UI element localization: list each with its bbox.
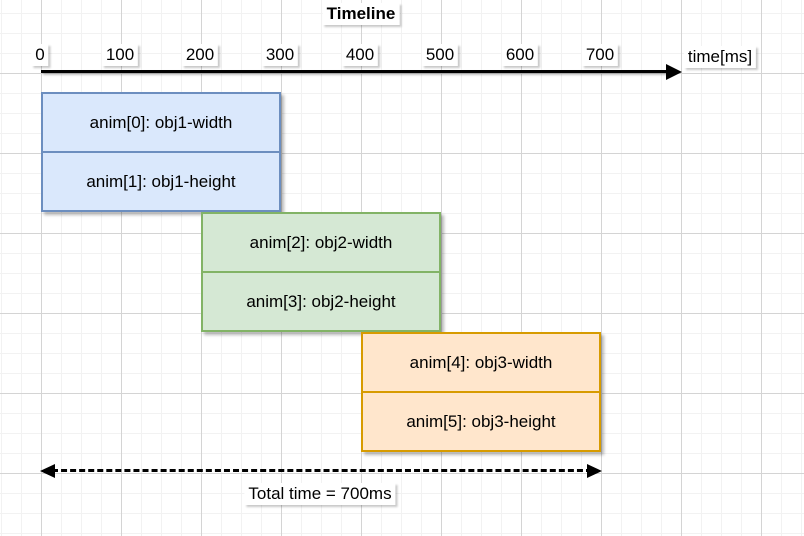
anim-group-obj2: anim[2]: obj2-width anim[3]: obj2-height [201, 212, 441, 332]
axis-unit-label: time[ms] [683, 46, 757, 68]
time-axis-line [41, 70, 668, 73]
anim-bar-obj1-height: anim[1]: obj1-height [43, 153, 279, 210]
axis-tick-400: 400 [341, 44, 379, 66]
axis-tick-600: 600 [501, 44, 539, 66]
anim-group-obj1: anim[0]: obj1-width anim[1]: obj1-height [41, 92, 281, 212]
diagram-title: Timeline [322, 3, 400, 25]
anim-bar-obj1-width: anim[0]: obj1-width [43, 94, 279, 153]
anim-bar-obj3-width: anim[4]: obj3-width [363, 334, 599, 393]
anim-bar-obj3-height: anim[5]: obj3-height [363, 393, 599, 450]
axis-tick-700: 700 [581, 44, 619, 66]
axis-tick-100: 100 [101, 44, 139, 66]
total-arrow-right-icon [587, 464, 602, 478]
axis-arrowhead-icon [666, 64, 682, 80]
anim-bar-label: anim[1]: obj1-height [86, 171, 236, 191]
anim-group-obj3: anim[4]: obj3-width anim[5]: obj3-height [361, 332, 601, 452]
axis-tick-0: 0 [31, 44, 49, 66]
anim-bar-label: anim[0]: obj1-width [89, 112, 233, 132]
anim-bar-obj2-width: anim[2]: obj2-width [203, 214, 439, 273]
anim-bar-label: anim[2]: obj2-width [249, 232, 393, 252]
axis-tick-300: 300 [261, 44, 299, 66]
anim-bar-label: anim[4]: obj3-width [409, 352, 553, 372]
total-time-label: Total time = 700ms [244, 483, 396, 505]
total-arrow-left-icon [40, 464, 55, 478]
anim-bar-label: anim[3]: obj2-height [246, 291, 396, 311]
anim-bar-label: anim[5]: obj3-height [406, 411, 556, 431]
total-time-dashed-line [52, 469, 592, 472]
axis-tick-500: 500 [421, 44, 459, 66]
anim-bar-obj2-height: anim[3]: obj2-height [203, 273, 439, 330]
axis-tick-200: 200 [181, 44, 219, 66]
